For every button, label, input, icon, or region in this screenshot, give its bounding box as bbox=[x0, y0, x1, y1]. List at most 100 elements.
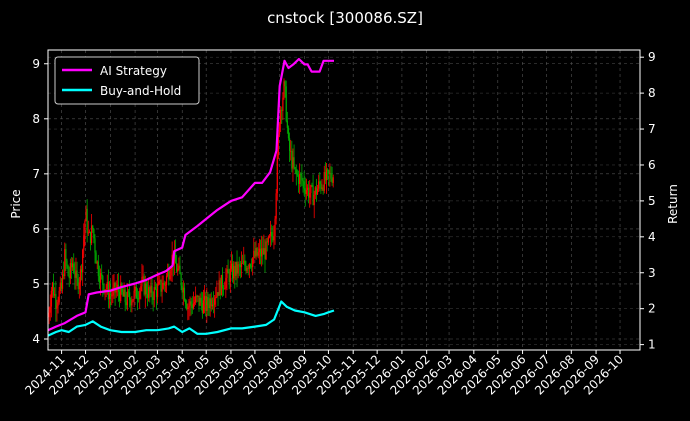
price-candle-body bbox=[59, 282, 61, 291]
price-candle-body bbox=[313, 194, 315, 206]
price-candle-body bbox=[58, 290, 60, 303]
y2-tick-label: 6 bbox=[648, 158, 656, 172]
price-candle-body bbox=[308, 187, 310, 198]
price-candle-body bbox=[150, 285, 152, 293]
price-candle-body bbox=[323, 171, 325, 191]
price-candle-body bbox=[239, 264, 241, 268]
price-candle-body bbox=[48, 312, 50, 318]
price-candle-body bbox=[294, 167, 296, 170]
price-candle-body bbox=[184, 300, 187, 305]
price-candle-body bbox=[284, 81, 286, 87]
price-candle-body bbox=[123, 289, 125, 297]
y2-tick-label: 5 bbox=[648, 194, 656, 208]
price-candle-body bbox=[325, 169, 328, 181]
price-candle-body bbox=[190, 301, 192, 305]
price-candle-body bbox=[64, 249, 66, 277]
price-candle-body bbox=[290, 150, 292, 152]
price-candle-body bbox=[229, 268, 231, 283]
price-candle-body bbox=[63, 274, 65, 277]
price-candle-body bbox=[198, 295, 200, 306]
price-candle-body bbox=[312, 185, 314, 206]
price-candle-body bbox=[103, 284, 105, 292]
price-candle-body bbox=[258, 248, 260, 253]
y-tick-label: 9 bbox=[32, 57, 40, 71]
price-candle-body bbox=[236, 261, 238, 274]
price-candle-body bbox=[247, 268, 249, 269]
y2-tick-label: 4 bbox=[648, 230, 656, 244]
price-candle-body bbox=[261, 248, 263, 257]
price-candle-body bbox=[99, 273, 102, 283]
price-candle-body bbox=[285, 86, 287, 121]
price-candle-body bbox=[125, 302, 127, 306]
price-candle-body bbox=[219, 280, 221, 296]
price-candle-body bbox=[149, 287, 151, 293]
price-candle-body bbox=[201, 302, 203, 313]
price-candle-body bbox=[92, 225, 94, 230]
price-candle-body bbox=[296, 173, 299, 175]
price-candle-body bbox=[203, 295, 206, 301]
price-candle-body bbox=[200, 297, 202, 303]
price-candle-body bbox=[168, 270, 170, 280]
price-candle-body bbox=[74, 272, 76, 278]
price-candle-body bbox=[131, 301, 133, 306]
price-candle-body bbox=[255, 247, 257, 257]
price-candle-body bbox=[328, 170, 330, 175]
price-candle-body bbox=[56, 305, 58, 309]
price-candle-body bbox=[276, 155, 278, 194]
price-candle-body bbox=[181, 285, 183, 293]
price-candle-body bbox=[248, 264, 250, 269]
y-tick-label: 6 bbox=[32, 222, 40, 236]
price-candle-body bbox=[108, 293, 111, 299]
price-candle-body bbox=[332, 177, 334, 183]
price-candle-body bbox=[195, 296, 197, 303]
price-candle-body bbox=[245, 265, 247, 271]
price-candle-body bbox=[69, 263, 71, 279]
price-candle-body bbox=[327, 169, 329, 171]
price-candle-body bbox=[151, 285, 153, 297]
price-candle-body bbox=[163, 282, 165, 285]
price-candle-body bbox=[233, 265, 235, 279]
price-candle-body bbox=[83, 235, 85, 250]
price-candle-body bbox=[243, 260, 245, 264]
price-candle-body bbox=[165, 276, 168, 285]
price-candle-body bbox=[158, 281, 160, 285]
price-candle-body bbox=[207, 297, 209, 306]
price-candle-body bbox=[193, 302, 196, 304]
price-candle-body bbox=[263, 248, 265, 255]
price-candle-body bbox=[164, 284, 167, 286]
price-candle-body bbox=[167, 270, 169, 277]
y-axis-title-left: Price bbox=[9, 189, 23, 218]
plot-frame bbox=[47, 49, 641, 351]
y2-tick-label: 7 bbox=[648, 122, 656, 136]
price-candle-body bbox=[310, 185, 312, 193]
price-candle-body bbox=[295, 169, 297, 174]
price-candle-body bbox=[315, 187, 318, 195]
price-candle-body bbox=[72, 263, 74, 268]
price-candle-body bbox=[101, 273, 103, 276]
price-candle-body bbox=[189, 301, 191, 307]
price-candle-body bbox=[177, 268, 179, 272]
price-candle-body bbox=[132, 299, 134, 302]
price-candle-body bbox=[76, 270, 78, 279]
price-candle-body bbox=[154, 287, 156, 289]
price-candle-body bbox=[235, 261, 237, 276]
price-candle-body bbox=[311, 185, 313, 186]
price-candle-body bbox=[202, 300, 205, 313]
price-candle-body bbox=[274, 218, 276, 237]
price-candle-body bbox=[309, 192, 311, 198]
price-candle-body bbox=[114, 282, 116, 293]
price-candle-body bbox=[226, 269, 228, 278]
price-candle-body bbox=[283, 81, 285, 98]
legend: AI Strategy Buy-and-Hold bbox=[54, 56, 200, 105]
price-candle-body bbox=[281, 109, 283, 111]
price-candle-body bbox=[280, 109, 282, 124]
y-tick-label: 4 bbox=[32, 332, 40, 346]
price-candle-body bbox=[187, 307, 189, 310]
chart-title: cnstock [300086.SZ] bbox=[267, 9, 423, 27]
price-candle-body bbox=[118, 291, 121, 301]
price-candle-body bbox=[162, 282, 164, 289]
price-candle-body bbox=[182, 287, 184, 293]
price-candle-body bbox=[78, 282, 80, 290]
y2-tick-label: 2 bbox=[648, 302, 656, 316]
